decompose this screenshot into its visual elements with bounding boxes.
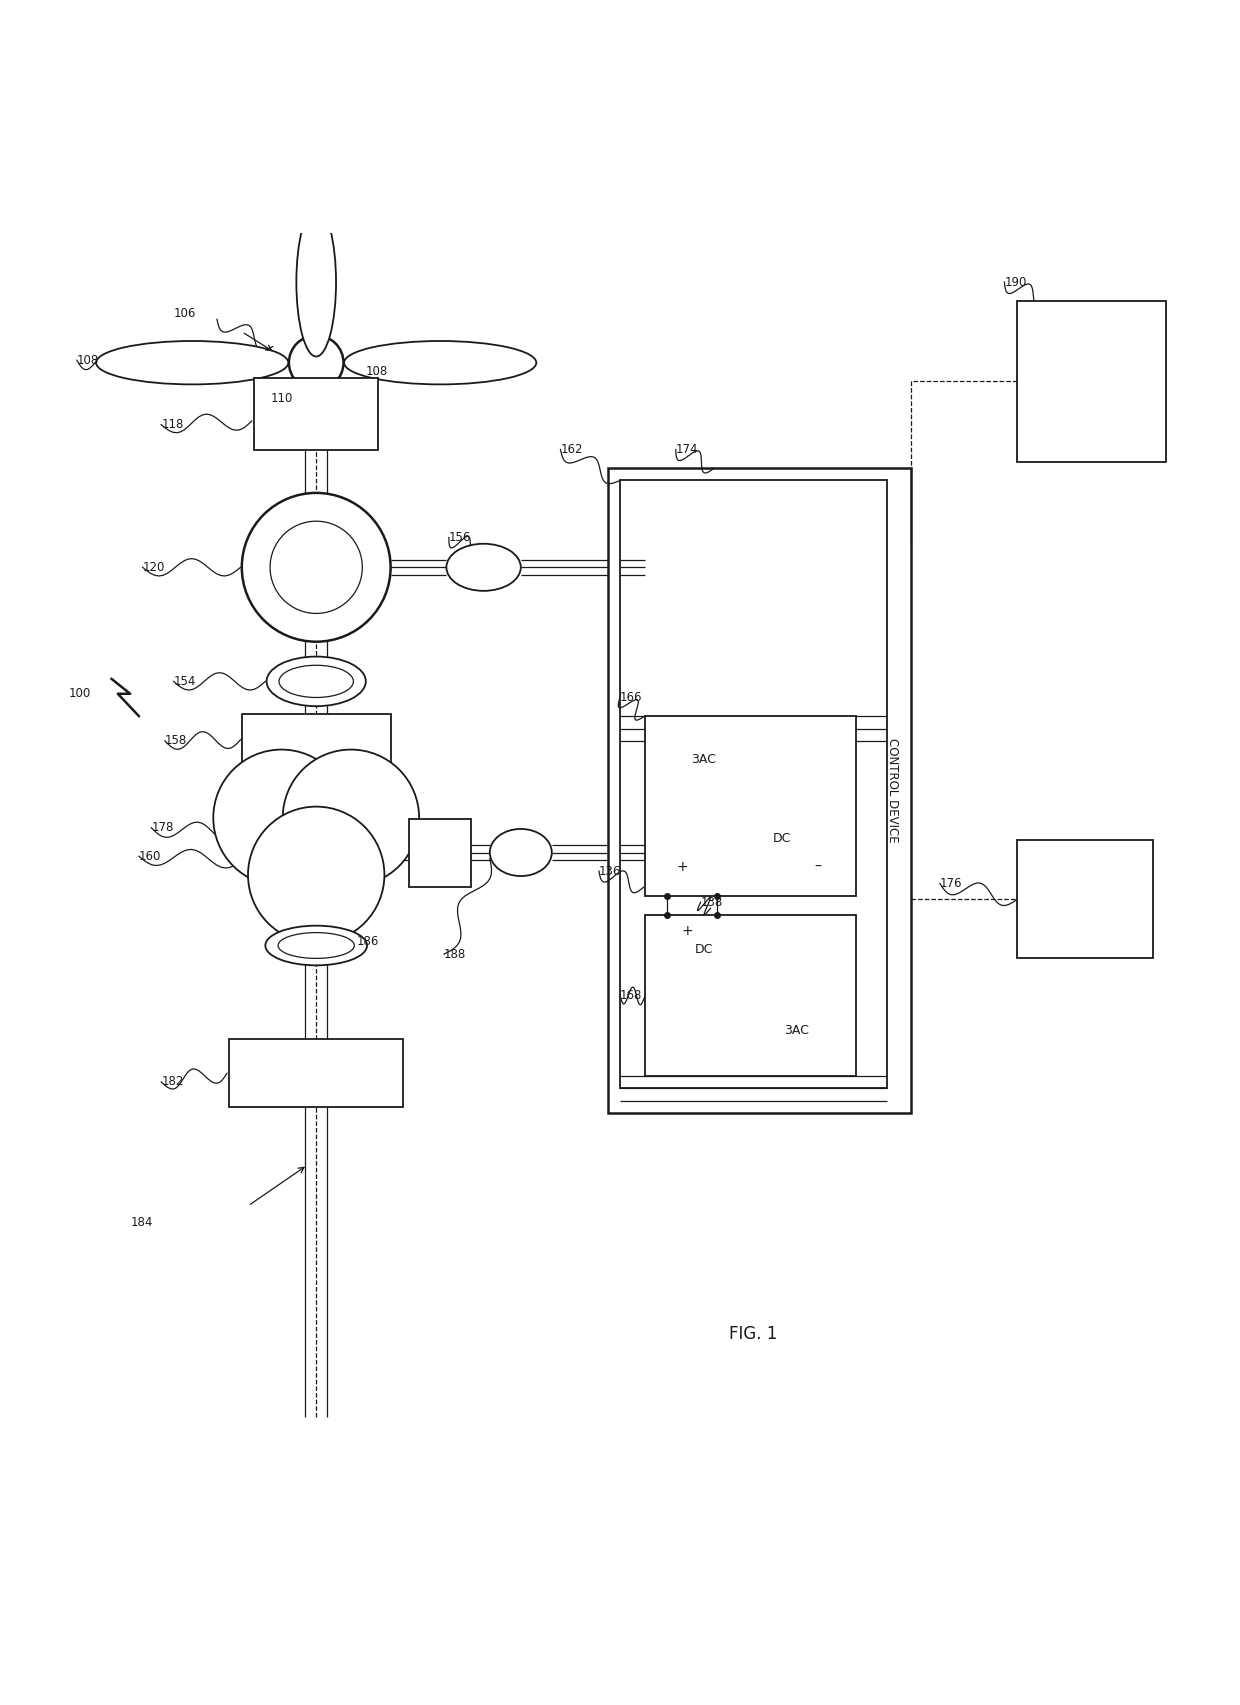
Ellipse shape	[265, 926, 367, 965]
Ellipse shape	[490, 829, 552, 876]
Circle shape	[289, 336, 343, 390]
Text: 120: 120	[143, 561, 165, 575]
Text: 106: 106	[174, 307, 196, 319]
Circle shape	[248, 806, 384, 943]
Text: 3AC: 3AC	[784, 1025, 808, 1037]
Text: 174: 174	[676, 443, 698, 455]
Text: CONTROL DEVICE: CONTROL DEVICE	[887, 738, 899, 842]
Text: 154: 154	[174, 675, 196, 687]
Ellipse shape	[278, 933, 355, 958]
Text: 138: 138	[701, 895, 723, 909]
Text: 186: 186	[357, 936, 379, 948]
Text: 118: 118	[161, 418, 184, 431]
Bar	[645, 914, 856, 1076]
Ellipse shape	[345, 341, 536, 384]
Circle shape	[213, 750, 350, 887]
Bar	[409, 818, 471, 887]
Text: 168: 168	[620, 989, 642, 1001]
Bar	[620, 481, 887, 1088]
Text: 188: 188	[444, 948, 466, 960]
Text: 190: 190	[1004, 276, 1027, 288]
Bar	[229, 1038, 403, 1107]
Text: 110: 110	[270, 392, 293, 406]
Bar	[254, 377, 378, 450]
Bar	[645, 716, 856, 895]
Text: 156: 156	[449, 530, 471, 544]
Ellipse shape	[267, 656, 366, 706]
Text: 100: 100	[68, 687, 91, 701]
Text: 136: 136	[599, 864, 621, 878]
Text: 162: 162	[560, 443, 583, 455]
Text: –: –	[815, 859, 821, 875]
Circle shape	[283, 750, 419, 887]
Text: 176: 176	[940, 876, 962, 890]
Text: FIG. 1: FIG. 1	[729, 1325, 777, 1342]
Text: +: +	[681, 924, 693, 938]
Bar	[1017, 841, 1153, 958]
Text: 158: 158	[165, 735, 187, 747]
Text: 166: 166	[620, 691, 642, 704]
Circle shape	[270, 522, 362, 614]
Ellipse shape	[446, 544, 521, 592]
Text: 184: 184	[130, 1216, 153, 1229]
Text: 182: 182	[161, 1076, 184, 1088]
Circle shape	[242, 493, 391, 641]
Ellipse shape	[296, 208, 336, 356]
Bar	[1017, 300, 1166, 462]
Text: 3AC: 3AC	[692, 752, 717, 766]
Text: 108: 108	[77, 353, 99, 367]
Text: 178: 178	[151, 822, 174, 834]
Text: 160: 160	[139, 849, 161, 863]
Bar	[242, 714, 391, 766]
Bar	[608, 469, 911, 1113]
Text: 108: 108	[366, 365, 388, 379]
Text: DC: DC	[694, 943, 713, 957]
Text: +: +	[677, 859, 688, 875]
Text: DC: DC	[773, 832, 791, 846]
Ellipse shape	[279, 665, 353, 697]
Ellipse shape	[97, 341, 288, 384]
